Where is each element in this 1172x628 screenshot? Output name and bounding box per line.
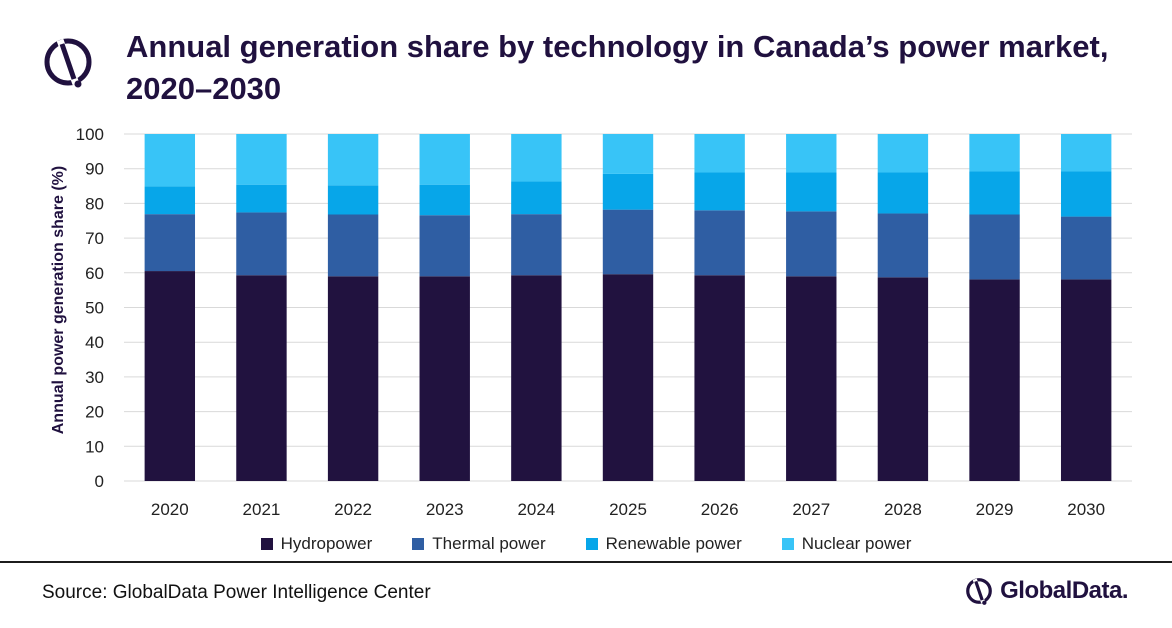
bar-thermal-power-2029 [969, 214, 1020, 280]
legend-swatch [260, 538, 273, 550]
bar-nuclear-power-2025 [602, 134, 654, 174]
bar-renewable-power-2021 [236, 184, 287, 213]
globaldata-logo-icon [44, 38, 92, 88]
legend-swatch [781, 538, 794, 550]
bar-renewable-power-2025 [602, 173, 654, 210]
bar-renewable-power-2029 [969, 171, 1020, 215]
bar-hydropower-2023 [419, 276, 470, 481]
y-tick-label: 20 [85, 403, 104, 422]
bar-nuclear-power-2023 [419, 134, 470, 185]
bar-nuclear-power-2022 [327, 134, 379, 186]
source-note: Source: GlobalData Power Intelligence Ce… [42, 582, 431, 603]
y-tick-label: 10 [85, 437, 104, 456]
bar-hydropower-2022 [327, 276, 379, 481]
bar-hydropower-2028 [877, 277, 929, 481]
legend-swatch [412, 538, 425, 550]
bar-thermal-power-2025 [602, 209, 654, 275]
legend-item: Thermal power [412, 534, 546, 554]
legend: Hydropower Thermal power Renewable power Nu… [0, 534, 1172, 554]
legend-swatch [585, 538, 598, 550]
bar-thermal-power-2026 [694, 210, 745, 276]
bar-renewable-power-2023 [419, 184, 470, 216]
bar-thermal-power-2024 [511, 214, 562, 276]
y-tick-label: 0 [95, 472, 104, 491]
bar-renewable-power-2022 [327, 185, 379, 215]
bar-thermal-power-2023 [419, 215, 470, 277]
x-tick-label: 2023 [426, 500, 464, 519]
x-tick-label: 2021 [243, 500, 281, 519]
bar-hydropower-2030 [1060, 279, 1112, 481]
bar-renewable-power-2024 [511, 181, 562, 215]
bar-renewable-power-2030 [1060, 171, 1112, 217]
y-tick-label: 90 [85, 160, 104, 179]
chart-title: Annual generation share by technology in… [126, 29, 1109, 106]
bar-nuclear-power-2026 [694, 134, 745, 173]
bar-nuclear-power-2030 [1060, 134, 1112, 172]
y-tick-label: 60 [85, 264, 104, 283]
y-tick-label: 80 [85, 194, 104, 213]
bar-nuclear-power-2027 [786, 134, 837, 173]
y-tick-label: 50 [85, 299, 104, 318]
bar-thermal-power-2020 [144, 214, 196, 272]
y-tick-label: 30 [85, 368, 104, 387]
bar-renewable-power-2020 [144, 186, 196, 215]
brand-logo: GlobalData. [964, 576, 1128, 606]
footer-divider [0, 561, 1172, 563]
bar-thermal-power-2027 [786, 211, 837, 277]
legend-item: Nuclear power [781, 534, 912, 554]
x-tick-label: 2029 [976, 500, 1014, 519]
legend-label: Renewable power [605, 534, 742, 553]
x-tick-label: 2020 [151, 500, 189, 519]
y-axis-title: Annual power generation share (%) [50, 165, 67, 435]
y-tick-label: 40 [85, 333, 104, 352]
bar-hydropower-2029 [969, 279, 1020, 481]
y-tick-label: 70 [85, 229, 104, 248]
y-tick-label: 100 [76, 125, 104, 144]
legend-item: Hydropower [260, 534, 373, 554]
bar-thermal-power-2021 [236, 212, 287, 276]
bar-hydropower-2026 [694, 275, 745, 481]
bar-nuclear-power-2029 [969, 134, 1020, 172]
x-tick-label: 2024 [517, 500, 555, 519]
legend-label: Hydropower [280, 534, 373, 553]
legend-label: Nuclear power [801, 534, 912, 553]
bar-hydropower-2025 [602, 274, 654, 481]
bar-nuclear-power-2020 [144, 134, 196, 187]
bar-thermal-power-2022 [327, 214, 379, 277]
x-tick-label: 2027 [792, 500, 830, 519]
legend-item: Renewable power [585, 534, 742, 554]
bar-hydropower-2020 [144, 271, 196, 481]
globaldata-small-logo-icon [966, 578, 992, 605]
bar-renewable-power-2026 [694, 172, 745, 211]
bar-thermal-power-2028 [877, 213, 929, 278]
x-tick-label: 2030 [1067, 500, 1105, 519]
x-tick-label: 2022 [334, 500, 372, 519]
x-tick-label: 2028 [884, 500, 922, 519]
bar-nuclear-power-2021 [236, 134, 287, 185]
bar-renewable-power-2028 [877, 172, 929, 214]
x-tick-label: 2025 [609, 500, 647, 519]
bar-hydropower-2021 [236, 275, 287, 481]
brand-name: GlobalData. [1000, 577, 1128, 604]
bar-renewable-power-2027 [786, 172, 837, 212]
bar-hydropower-2027 [786, 276, 837, 481]
bar-nuclear-power-2024 [511, 134, 562, 182]
bar-hydropower-2024 [511, 275, 562, 481]
x-tick-label: 2026 [701, 500, 739, 519]
bar-thermal-power-2030 [1060, 216, 1112, 280]
bar-nuclear-power-2028 [877, 134, 929, 173]
legend-label: Thermal power [432, 534, 546, 553]
